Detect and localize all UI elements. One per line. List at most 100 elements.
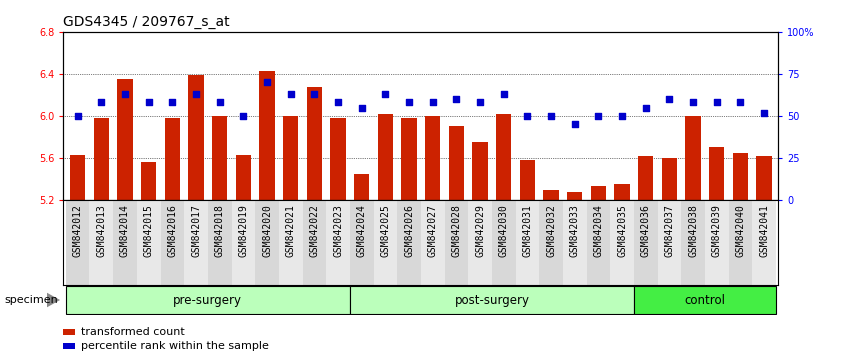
Text: GSM842025: GSM842025: [381, 204, 390, 257]
Bar: [705, 200, 728, 285]
Bar: [63, 329, 75, 335]
Point: [95, 100, 108, 105]
Bar: [94, 118, 109, 200]
Bar: [374, 200, 398, 285]
Text: GSM842038: GSM842038: [688, 204, 698, 257]
Text: GSM842022: GSM842022: [310, 204, 319, 257]
Text: GSM842024: GSM842024: [357, 204, 366, 257]
Bar: [681, 200, 705, 285]
Bar: [448, 126, 464, 200]
Point: [213, 100, 227, 105]
Text: GSM842012: GSM842012: [73, 204, 83, 257]
Text: GSM842016: GSM842016: [168, 204, 178, 257]
Text: GSM842017: GSM842017: [191, 204, 201, 257]
Text: transformed count: transformed count: [80, 326, 184, 337]
Point: [426, 100, 439, 105]
Bar: [161, 200, 184, 285]
Bar: [283, 116, 299, 200]
Point: [261, 80, 274, 85]
Text: GDS4345 / 209767_s_at: GDS4345 / 209767_s_at: [63, 16, 230, 29]
Text: GSM842014: GSM842014: [120, 204, 130, 257]
Bar: [543, 189, 558, 200]
Point: [497, 91, 510, 97]
Bar: [350, 200, 374, 285]
Point: [118, 91, 132, 97]
Bar: [657, 200, 681, 285]
Text: GSM842035: GSM842035: [617, 204, 627, 257]
Bar: [401, 118, 417, 200]
Point: [662, 96, 676, 102]
Bar: [208, 200, 232, 285]
Bar: [756, 156, 772, 200]
Text: GSM842032: GSM842032: [546, 204, 556, 257]
Bar: [113, 200, 137, 285]
Text: specimen: specimen: [4, 295, 58, 305]
Text: GSM842018: GSM842018: [215, 204, 225, 257]
Point: [686, 100, 700, 105]
Point: [568, 121, 581, 127]
Text: GSM842028: GSM842028: [452, 204, 461, 257]
Bar: [63, 343, 75, 349]
Point: [142, 100, 156, 105]
Point: [733, 100, 747, 105]
Point: [379, 91, 393, 97]
Text: GSM842030: GSM842030: [499, 204, 508, 257]
Point: [473, 100, 486, 105]
Point: [615, 113, 629, 119]
Bar: [236, 155, 251, 200]
Bar: [327, 200, 350, 285]
Text: GSM842021: GSM842021: [286, 204, 296, 257]
Bar: [189, 75, 204, 200]
Bar: [66, 286, 350, 314]
Bar: [728, 200, 752, 285]
Bar: [472, 142, 488, 200]
Bar: [563, 200, 586, 285]
Text: GSM842027: GSM842027: [428, 204, 437, 257]
Text: post-surgery: post-surgery: [454, 293, 530, 307]
Text: GSM842039: GSM842039: [711, 204, 722, 257]
Bar: [303, 200, 327, 285]
Bar: [638, 156, 653, 200]
Text: GSM842026: GSM842026: [404, 204, 414, 257]
Point: [710, 100, 723, 105]
Text: pre-surgery: pre-surgery: [173, 293, 242, 307]
Bar: [733, 153, 748, 200]
Text: GSM842013: GSM842013: [96, 204, 107, 257]
Bar: [586, 200, 610, 285]
Text: GSM842040: GSM842040: [735, 204, 745, 257]
Point: [355, 105, 369, 110]
Text: GSM842019: GSM842019: [239, 204, 249, 257]
Text: GSM842031: GSM842031: [523, 204, 532, 257]
Text: GSM842036: GSM842036: [640, 204, 651, 257]
Bar: [539, 200, 563, 285]
Bar: [398, 200, 420, 285]
Text: GSM842029: GSM842029: [475, 204, 485, 257]
Bar: [165, 118, 180, 200]
Text: GSM842034: GSM842034: [593, 204, 603, 257]
Bar: [137, 200, 161, 285]
Point: [190, 91, 203, 97]
Bar: [255, 200, 279, 285]
Point: [544, 113, 558, 119]
Text: GSM842033: GSM842033: [569, 204, 580, 257]
Bar: [118, 79, 133, 200]
Bar: [184, 200, 208, 285]
Bar: [90, 200, 113, 285]
Bar: [591, 186, 606, 200]
Bar: [496, 114, 512, 200]
Bar: [425, 116, 441, 200]
Bar: [492, 200, 515, 285]
Bar: [279, 200, 303, 285]
Point: [639, 105, 652, 110]
Bar: [212, 116, 228, 200]
Bar: [330, 118, 346, 200]
Point: [237, 113, 250, 119]
Bar: [634, 200, 657, 285]
Text: percentile rank within the sample: percentile rank within the sample: [80, 341, 268, 351]
Bar: [420, 200, 444, 285]
Bar: [260, 71, 275, 200]
Point: [449, 96, 463, 102]
Bar: [567, 192, 582, 200]
Text: GSM842037: GSM842037: [664, 204, 674, 257]
Point: [284, 91, 298, 97]
